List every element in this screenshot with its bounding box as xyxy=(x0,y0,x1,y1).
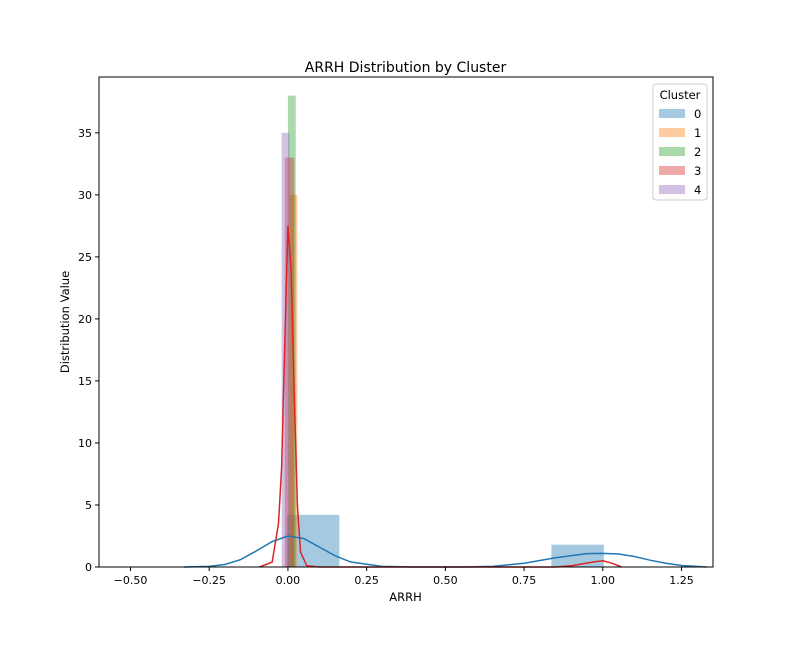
bar-cluster-0-1 xyxy=(551,544,604,567)
y-tick-label: 20 xyxy=(78,313,92,326)
chart-title: ARRH Distribution by Cluster xyxy=(305,60,507,76)
legend-label-3: 3 xyxy=(694,164,701,178)
legend-swatch-4 xyxy=(659,185,685,194)
legend-label-2: 2 xyxy=(694,145,701,159)
x-axis-label: ARRH xyxy=(389,590,422,604)
x-tick-label: 1.00 xyxy=(591,574,616,587)
kde-line-cluster-3 xyxy=(259,225,622,568)
legend-entries: 0 1 2 3 4 xyxy=(659,107,701,197)
legend-label-4: 4 xyxy=(694,183,701,197)
legend-title: Cluster xyxy=(660,88,701,102)
x-tick-label: 1.25 xyxy=(669,574,694,587)
x-tick-label: −0.25 xyxy=(192,574,226,587)
legend-swatch-3 xyxy=(659,166,685,175)
legend-label-0: 0 xyxy=(694,107,701,121)
legend-swatch-2 xyxy=(659,147,685,156)
y-tick-label: 35 xyxy=(78,127,92,140)
y-tick-label: 30 xyxy=(78,189,92,202)
bar-cluster-2-0 xyxy=(287,95,296,567)
y-tick-label: 10 xyxy=(78,437,92,450)
legend-swatch-1 xyxy=(659,128,685,137)
legend-box xyxy=(652,83,708,201)
legend-swatch-0 xyxy=(659,109,685,118)
legend-label-1: 1 xyxy=(694,126,701,140)
x-tick-label: 0.75 xyxy=(512,574,537,587)
y-tick-label: 0 xyxy=(85,561,92,574)
bar-cluster-0-0 xyxy=(286,514,340,567)
y-axis-label: Distribution Value xyxy=(58,271,72,373)
axes-frame xyxy=(98,76,714,568)
plot-area xyxy=(184,95,707,568)
x-tick-label: −0.50 xyxy=(114,574,148,587)
x-axis-ticks: −0.50 −0.25 0.00 0.25 0.50 0.75 1.00 1.25 xyxy=(114,567,694,587)
x-tick-label: 0.50 xyxy=(433,574,458,587)
bar-cluster-3-0 xyxy=(284,157,295,567)
x-tick-label: 0.00 xyxy=(276,574,301,587)
legend: Cluster 0 1 2 3 4 xyxy=(652,83,708,201)
axes-spines xyxy=(98,76,714,568)
x-tick-label: 0.25 xyxy=(354,574,379,587)
y-tick-label: 5 xyxy=(85,499,92,512)
y-tick-label: 25 xyxy=(78,251,92,264)
y-axis-ticks: 0 5 10 15 20 25 30 35 xyxy=(78,127,99,574)
y-tick-label: 15 xyxy=(78,375,92,388)
bar-cluster-4-0 xyxy=(281,132,290,567)
